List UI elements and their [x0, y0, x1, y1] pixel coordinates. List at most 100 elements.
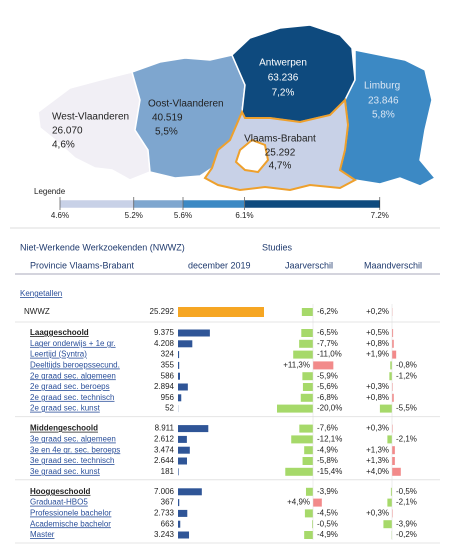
row-value: 4.208 [154, 339, 175, 348]
year-bar [285, 467, 313, 476]
row-label[interactable]: 2e graad sec. technisch [30, 393, 115, 402]
province-value: 26.070 [52, 126, 83, 137]
month-label: +0,2% [366, 307, 389, 316]
year-label: -3,9% [317, 487, 338, 496]
row-value: 181 [161, 467, 175, 476]
year-label: -7,6% [317, 424, 338, 433]
value-bar [178, 425, 209, 433]
year-label: -5,9% [317, 371, 338, 380]
month-bar [392, 329, 394, 337]
row-label[interactable]: 3e graad sec. algemeen [30, 435, 116, 444]
row-label: Middengeschoold [30, 424, 98, 433]
value-bar [178, 383, 188, 391]
row-value: 663 [161, 519, 175, 528]
province-name: Vlaams-Brabant [244, 134, 316, 145]
row-label[interactable]: 2e graad sec. beroeps [30, 382, 110, 391]
legend-swatch [244, 199, 381, 209]
province-value: 40.519 [152, 113, 183, 124]
month-label: +1,3% [366, 456, 389, 465]
row-label[interactable]: 2e graad sec. algemeen [30, 371, 116, 380]
section-title: Studies [262, 242, 293, 252]
month-label: -0,8% [396, 361, 417, 370]
province-name: Limburg [364, 81, 400, 92]
legend-tick-label: 4.6% [51, 211, 69, 220]
link[interactable]: Kengetallen [20, 289, 62, 298]
row-value: 586 [161, 371, 175, 380]
row-value: 9.375 [154, 328, 175, 337]
row-label[interactable]: Master [30, 530, 55, 539]
year-label: -7,7% [317, 339, 338, 348]
row-label: Hooggeschoold [30, 487, 91, 496]
value-bar [178, 499, 180, 507]
month-label: +0,3% [366, 424, 389, 433]
value-bar [178, 520, 181, 528]
year-label: -4,5% [317, 509, 338, 518]
row-label[interactable]: 3e graad sec. technisch [30, 456, 115, 465]
province-pct: 5,5% [155, 127, 178, 138]
value-bar [178, 361, 180, 369]
month-label: -3,9% [396, 519, 417, 528]
year-label: -6,5% [317, 328, 338, 337]
year-bar [299, 339, 313, 348]
year-bar [304, 446, 313, 455]
month-label: -1,2% [396, 371, 417, 380]
year-label: +11,3% [283, 361, 310, 370]
value-bar [178, 372, 180, 380]
year-label: -4,9% [317, 445, 338, 454]
month-bar [392, 424, 393, 433]
year-label: -6,2% [317, 307, 338, 316]
value-bar [178, 457, 187, 465]
row-label[interactable]: Leertijd (Syntra) [30, 350, 87, 359]
month-label: +4,0% [366, 467, 389, 476]
row-label[interactable]: 2e graad sec. kunst [30, 404, 101, 413]
row-label[interactable]: Lager onderwijs + 1e gr. [30, 339, 116, 348]
row-value: 355 [161, 361, 175, 370]
legend-swatch [182, 199, 245, 209]
row-label[interactable]: Academische bachelor [30, 519, 111, 528]
month-bar [387, 435, 392, 444]
province-name: Oost-Vlaanderen [148, 99, 224, 110]
province-pct: 7,2% [272, 88, 295, 99]
row-label: Laaggeschoold [30, 328, 89, 337]
row-value: 8.911 [155, 424, 175, 433]
row-label[interactable]: Deeltijds beroepssecund. [30, 361, 120, 370]
month-bar [389, 372, 392, 381]
month-label: -0,5% [396, 487, 417, 496]
month-bar [392, 339, 394, 348]
month-label: +1,9% [366, 350, 389, 359]
month-label: -0,2% [396, 530, 417, 539]
province-pct: 5,8% [372, 110, 395, 121]
year-label: -5,8% [317, 456, 338, 465]
month-label: +0,8% [366, 393, 389, 402]
month-bar [392, 446, 395, 455]
value-bar [178, 509, 188, 517]
province-value: 23.846 [368, 96, 399, 107]
value-bar [178, 394, 182, 402]
total-bar [178, 307, 264, 317]
province-pct: 4,7% [269, 161, 292, 172]
province-name: West-Vlaanderen [52, 112, 129, 123]
year-bar [300, 393, 313, 402]
year-label: -20,0% [317, 404, 342, 413]
month-bar [392, 383, 393, 391]
column-header: Jaarverschil [285, 260, 333, 270]
row-label[interactable]: 3e graad sec. kunst [30, 467, 101, 476]
row-value: 3.243 [154, 530, 175, 539]
row-label[interactable]: Graduaat-HBO5 [30, 498, 88, 507]
row-label[interactable]: 3e en 4e gr. sec. beroeps [30, 445, 120, 454]
year-bar [302, 383, 313, 391]
legend-tick-label: 5.2% [125, 211, 143, 220]
year-bar [301, 329, 313, 337]
period: december 2019 [188, 260, 251, 270]
year-label: -15,4% [317, 467, 342, 476]
month-bar [383, 520, 392, 529]
month-label: +0,3% [366, 382, 389, 391]
row-value: 2.894 [154, 382, 175, 391]
province-name: Antwerpen [259, 58, 307, 69]
year-bar [299, 424, 313, 433]
row-label[interactable]: Professionele bachelor [30, 509, 112, 518]
subtitle: Provincie Vlaams-Brabant [30, 260, 135, 270]
year-bar [291, 435, 313, 444]
month-label: +0,8% [366, 339, 389, 348]
